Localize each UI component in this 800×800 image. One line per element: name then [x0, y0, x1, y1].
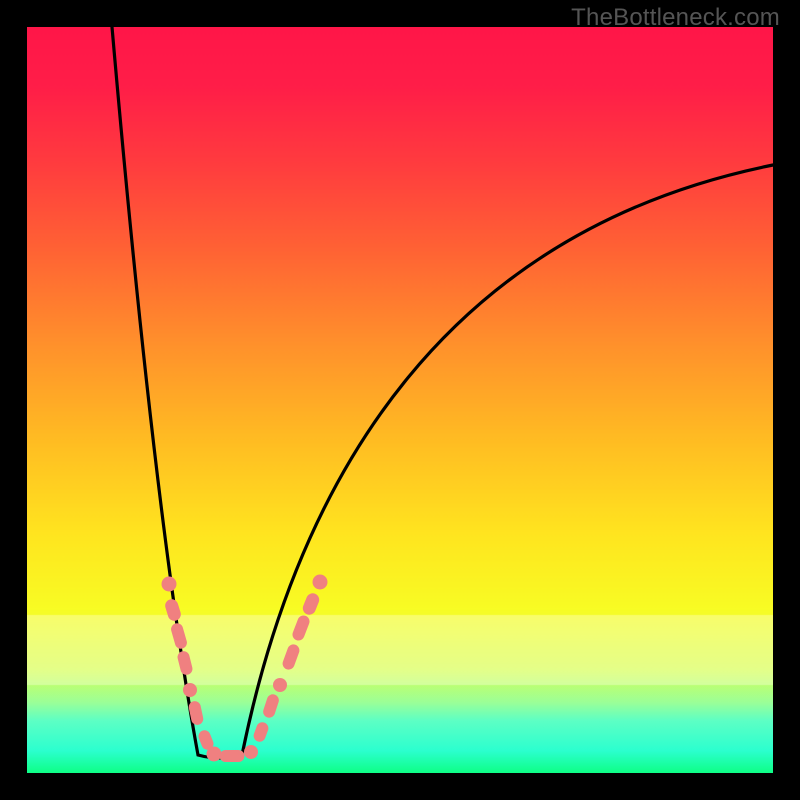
gradient-background — [27, 27, 773, 773]
plot-background — [27, 27, 773, 773]
chart-stage: TheBottleneck.com — [0, 0, 800, 800]
watermark-label: TheBottleneck.com — [571, 4, 780, 32]
